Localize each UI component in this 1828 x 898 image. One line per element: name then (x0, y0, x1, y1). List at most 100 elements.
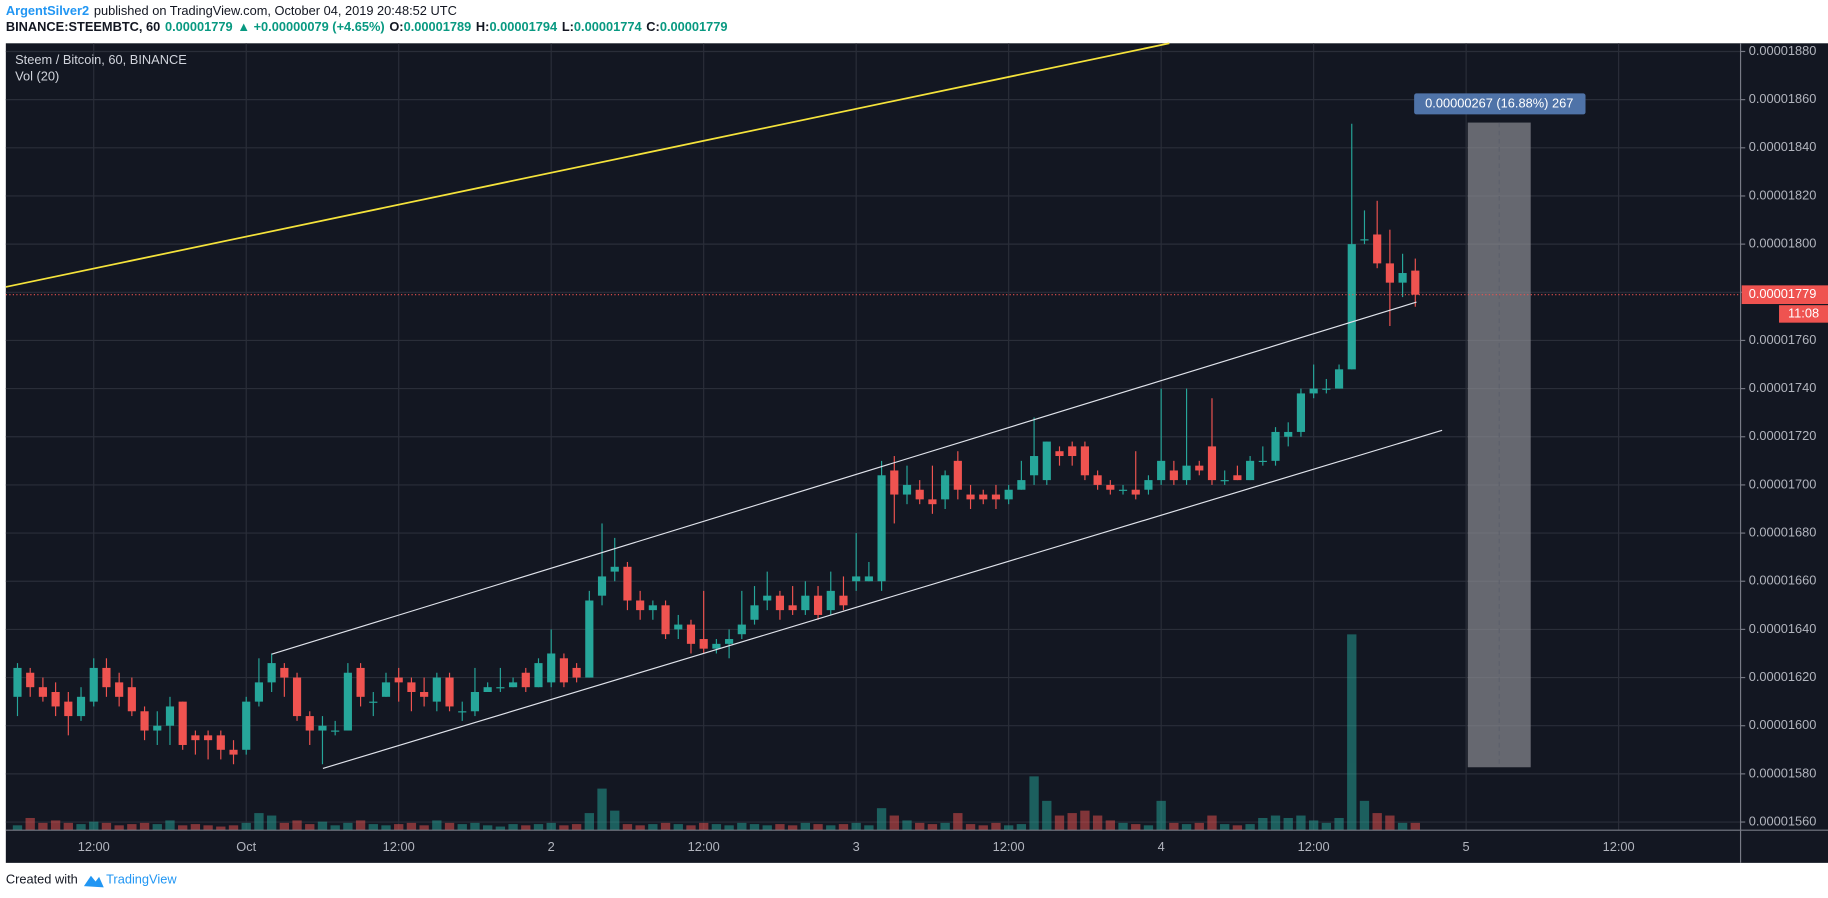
candle-body (953, 460, 962, 490)
volume-bar (787, 825, 798, 831)
candle-body (890, 470, 899, 495)
candle-body (763, 595, 772, 601)
candle-body (801, 595, 810, 611)
volume-bar (165, 820, 175, 831)
candle-body (254, 682, 264, 702)
x-tick-label: 12:00 (78, 839, 110, 854)
volume-bar (305, 824, 315, 831)
c-label: C: (646, 20, 660, 35)
candle-body (534, 663, 543, 688)
volume-bar (1347, 634, 1357, 831)
volume-bar (12, 825, 23, 831)
candle-body (1284, 431, 1293, 437)
candle-body (915, 489, 924, 500)
volume-bar (864, 825, 874, 831)
candle-body (1029, 456, 1039, 476)
candle-body (496, 687, 505, 689)
y-tick-label: 0.00001600 (1749, 717, 1817, 732)
symbol: BINANCE:STEEMBTC, 60 (6, 20, 160, 35)
volume-bar (89, 821, 99, 831)
candle-body (1233, 475, 1242, 481)
trend-line (5, 42, 1170, 288)
candle-body (636, 600, 645, 611)
price-label-box (1741, 285, 1828, 305)
candle-body (26, 672, 35, 688)
x-tick-label: 3 (853, 839, 860, 854)
candle-body (102, 667, 111, 688)
candle-body (191, 735, 200, 741)
candle-body (38, 687, 47, 697)
candle-body (369, 701, 378, 703)
y-tick-label: 0.00001840 (1749, 139, 1817, 154)
candle-body (852, 576, 861, 582)
candle-body (470, 692, 480, 712)
volume-bar (597, 788, 607, 831)
y-tick-label: 0.00001620 (1749, 669, 1817, 684)
candle-body (877, 475, 886, 582)
volume-bar (381, 825, 391, 831)
candle-body (1169, 470, 1178, 481)
volume-bar (724, 825, 734, 831)
volume-bar (1410, 822, 1420, 831)
candle-body (1322, 388, 1331, 390)
candle-body (76, 696, 86, 717)
volume-bar (343, 822, 353, 831)
candle-body (572, 667, 581, 678)
volume-bar (813, 824, 823, 831)
candle-body (115, 682, 124, 697)
volume-bar (1220, 824, 1230, 831)
volume-bar (546, 822, 556, 831)
volume-bar (508, 824, 518, 831)
volume-bar (927, 824, 938, 831)
footer-brand[interactable]: TradingView (106, 872, 177, 887)
candle-body (1398, 273, 1407, 283)
tv-logo (83, 875, 104, 888)
volume-bar (991, 822, 1001, 831)
volume-bar (254, 813, 264, 831)
volume-bar (330, 825, 340, 831)
volume-bar (1181, 824, 1192, 831)
volume-bar (152, 824, 162, 831)
volume-bar (1359, 800, 1370, 831)
candle-body (51, 692, 60, 707)
candle-body (508, 682, 518, 688)
author[interactable]: ArgentSilver2 (6, 3, 89, 18)
candle-body (204, 735, 213, 741)
candle-body (64, 701, 73, 717)
candle-body (458, 711, 467, 713)
candle-body (1385, 263, 1394, 283)
x-tick-label: 12:00 (1603, 839, 1635, 854)
l: 0.00001774 (574, 20, 643, 35)
volume-bar (1258, 817, 1268, 831)
candle-body (610, 566, 619, 572)
volume-bar (584, 813, 594, 831)
o-label: O: (389, 20, 403, 35)
candle-body (991, 494, 1001, 500)
candle-body (674, 624, 683, 630)
volume-bar (1042, 800, 1052, 831)
x-tick-label: 5 (1463, 839, 1470, 854)
y-tick-label: 0.00001660 (1749, 573, 1817, 588)
candle-body (381, 682, 391, 697)
volume-bar (216, 826, 226, 831)
candle-body (420, 692, 429, 697)
volume-bar (50, 820, 61, 831)
candle-body (902, 484, 912, 495)
volume-bar (394, 824, 404, 831)
volume-bar (1131, 824, 1141, 831)
volume-bar (1372, 813, 1382, 831)
volume-bar (292, 820, 302, 831)
volume-bar (228, 825, 239, 831)
volume-bar (610, 810, 620, 831)
candle-body (699, 639, 708, 649)
volume-bar (571, 824, 582, 831)
volume-bar (711, 824, 722, 831)
volume-bar (889, 815, 899, 831)
candle-body (1144, 480, 1153, 490)
candle-body (178, 701, 187, 745)
candle-body (1093, 475, 1102, 485)
y-tick-label: 0.00001640 (1749, 621, 1817, 636)
x-tick-label: 12:00 (1298, 839, 1330, 854)
volume-bar (762, 825, 772, 831)
